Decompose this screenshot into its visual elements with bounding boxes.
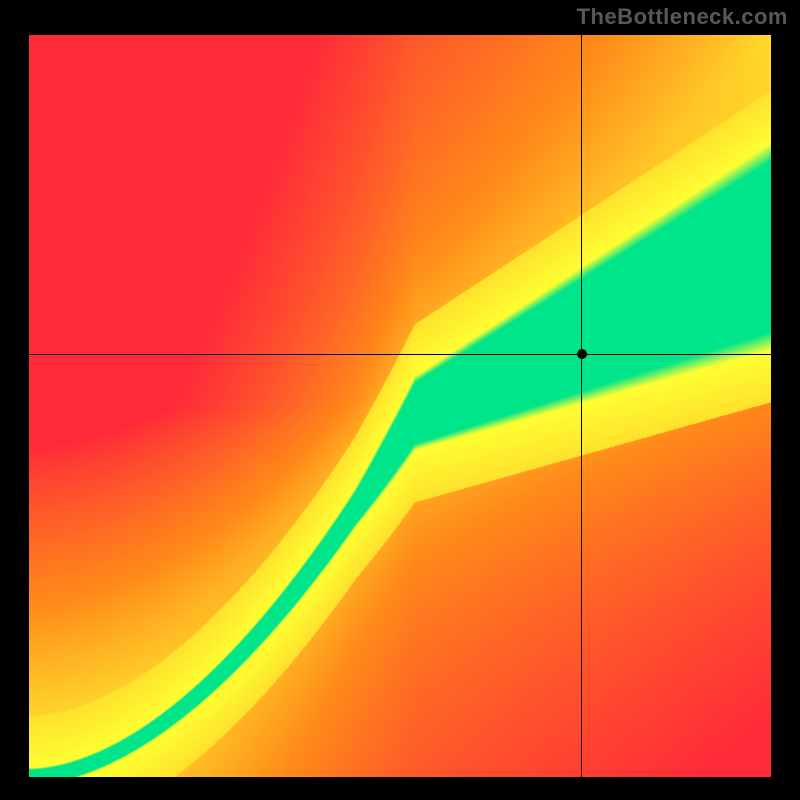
crosshair-marker <box>577 349 587 359</box>
stage: TheBottleneck.com <box>0 0 800 800</box>
crosshair-horizontal <box>29 354 771 355</box>
bottleneck-heatmap <box>29 35 771 777</box>
watermark-text: TheBottleneck.com <box>577 4 788 30</box>
crosshair-vertical <box>581 35 582 777</box>
